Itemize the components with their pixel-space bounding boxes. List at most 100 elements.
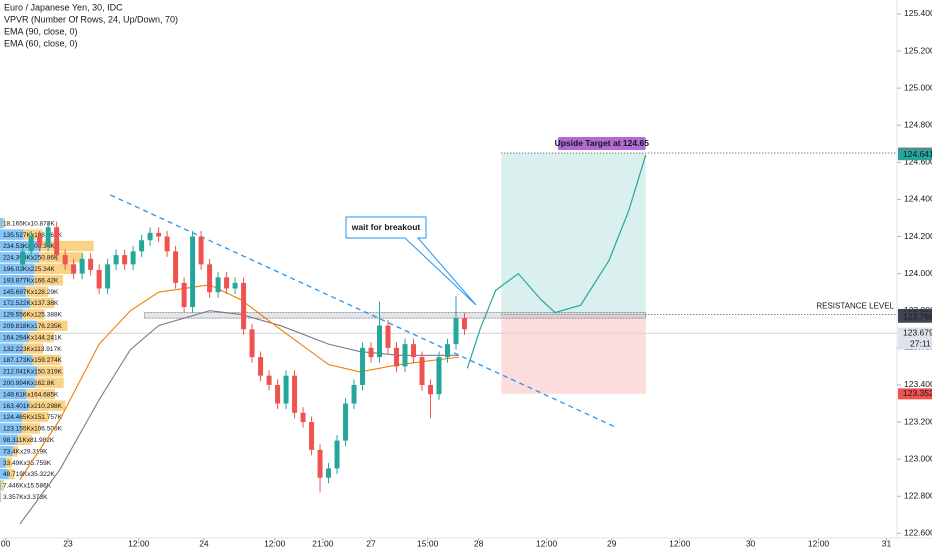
vp-up (0, 309, 23, 320)
x-tick-label: 29 (607, 538, 617, 548)
vp-down (5, 457, 13, 468)
vp-up (0, 377, 36, 388)
x-tick-label: 27 (366, 538, 376, 548)
countdown: 27:11 (910, 338, 931, 348)
vp-up (0, 320, 37, 331)
vp-down (33, 275, 64, 286)
vp-up (0, 354, 33, 366)
vp-down (39, 252, 84, 263)
vp-label: 18.165Kx10.878K (3, 220, 55, 227)
background: Upside Target at 124.65 RESISTANCE LEVEL (0, 137, 897, 394)
vp-down (32, 354, 61, 366)
vp-label: 200.994Kx162.8K (3, 380, 55, 387)
y-tick-label: 125.400 (904, 8, 932, 18)
countdown-box (898, 338, 932, 350)
vp-down (28, 400, 66, 411)
price-tag-label: 123.352 (903, 388, 932, 398)
vp-up (0, 400, 29, 411)
indicator-legend: EMA (60, close, 0) (4, 38, 78, 48)
candle-body (445, 344, 450, 358)
y-tick-label: 123.000 (904, 453, 932, 463)
price-tag-label: 124.641 (903, 149, 932, 159)
candle-body (258, 357, 264, 376)
indicator-legend: EMA (90, close, 0) (4, 26, 78, 36)
candle-body (292, 375, 298, 413)
vp-up (0, 457, 6, 468)
vp-down (22, 309, 45, 320)
x-tick-label: 12:00 (128, 538, 150, 548)
candle-body (54, 227, 60, 256)
vp-up (0, 446, 13, 457)
vp-up (0, 343, 24, 354)
price-tag (898, 388, 932, 400)
candle-body (334, 440, 340, 469)
vp-up (0, 332, 29, 343)
price-tag-label: 123.679 (903, 327, 932, 337)
candle-body (207, 264, 213, 293)
vp-label: 163.401Kx210.298K (3, 403, 63, 410)
vp-label: 212.041Kx150.319K (3, 369, 63, 376)
vp-up (0, 491, 1, 502)
candle-body (266, 375, 272, 385)
candle-body (309, 422, 315, 450)
vp-up (0, 252, 40, 263)
candle-body (351, 384, 357, 404)
candle-body (428, 384, 434, 395)
candle-body (453, 318, 459, 345)
candle-body (190, 236, 196, 308)
x-tick-label: 15:00 (417, 538, 439, 548)
candle-body (181, 282, 187, 308)
y-tick-label: 123.200 (904, 416, 932, 426)
candle-body (394, 347, 400, 367)
candle-body (45, 227, 51, 246)
vp-label: 193.877Kx166.42K (3, 277, 59, 284)
candle-body (105, 264, 111, 289)
y-tick-label: 123.400 (904, 379, 932, 389)
vp-label: 98.311Kx81.982K (3, 437, 55, 444)
vp-down (34, 263, 74, 274)
candle-body (249, 329, 255, 358)
vp-label: 145.697Kx128.29K (3, 289, 59, 296)
candle-body (96, 269, 102, 289)
vp-label: 164.264Kx144.241K (3, 334, 63, 341)
vp-up (0, 263, 35, 274)
x-tick-label: 31 (882, 538, 892, 548)
vp-label: 224.393Kx250.86K (3, 255, 59, 262)
x-tick-label: 23 (63, 538, 73, 548)
price-tag (898, 311, 932, 323)
vp-down (0, 491, 2, 502)
y-tick-label: 122.800 (904, 491, 932, 501)
vp-down (25, 286, 48, 297)
vp-label: 129.556Kx125.388K (3, 312, 63, 319)
candle-body (241, 282, 247, 330)
candle-body (198, 236, 204, 265)
price-tag (898, 149, 932, 161)
vp-label: 73.4Kx29.319K (3, 448, 48, 455)
vp-label: 132.223Kx113.917K (3, 346, 62, 353)
vp-down (26, 389, 56, 400)
vp-up (0, 286, 26, 297)
candle-body (300, 412, 306, 423)
x-tick-label: 00 (1, 538, 11, 548)
candle-body (130, 251, 136, 265)
vp-down (23, 343, 44, 354)
vp-up (0, 229, 24, 240)
candle-body (88, 258, 94, 270)
price-tag (898, 327, 932, 339)
candle-body (20, 251, 26, 265)
vp-label: 3.357Kx3.373K (3, 494, 48, 501)
candle-body (37, 236, 43, 246)
resistance-band (144, 312, 647, 319)
vp-up (0, 240, 42, 252)
vp-up (0, 297, 31, 309)
x-tick-label: 30 (746, 538, 756, 548)
projection-path (466, 154, 647, 369)
callout-text: wait for breakout (351, 222, 421, 232)
candle-body (360, 347, 366, 385)
x-tick-label: 12:00 (808, 538, 830, 548)
candle-body (326, 468, 332, 478)
candle-body (71, 264, 77, 274)
vp-label: 7.446Kx15.586K (3, 483, 52, 490)
